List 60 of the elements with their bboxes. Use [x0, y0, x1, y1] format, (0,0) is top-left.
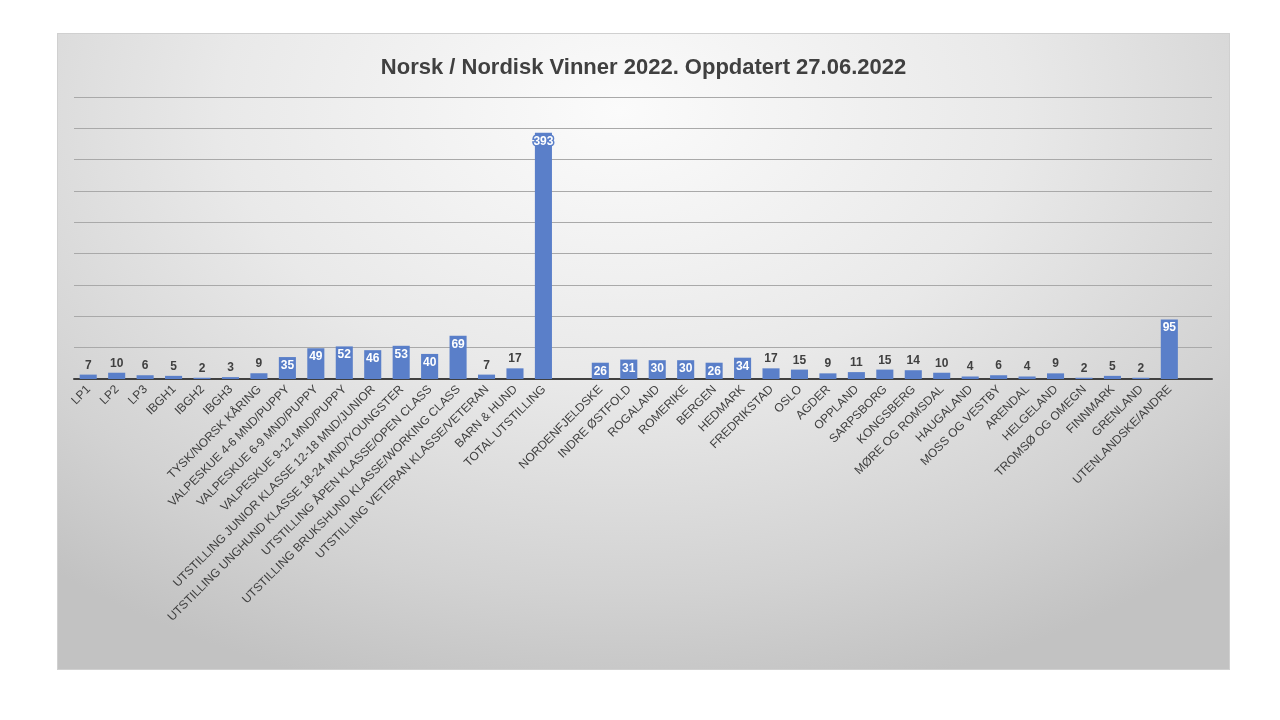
bar [790, 369, 809, 379]
data-label: 30 [679, 361, 693, 376]
bar [108, 372, 126, 379]
bar [136, 375, 154, 379]
bar [165, 375, 183, 379]
data-label: 3 [227, 360, 235, 375]
data-label: 6 [141, 358, 149, 373]
bar [1018, 376, 1036, 379]
data-label: 15 [792, 352, 807, 367]
data-label: 10 [110, 355, 124, 370]
bar [1046, 373, 1065, 379]
data-label: 9 [255, 356, 263, 371]
data-label: 53 [394, 346, 409, 361]
data-label: 49 [309, 349, 323, 364]
data-label: 4 [966, 359, 974, 374]
data-label: 30 [650, 361, 665, 376]
data-label: 17 [508, 351, 522, 366]
bar [534, 132, 552, 379]
data-label: 26 [593, 363, 608, 378]
data-label: 15 [878, 352, 892, 367]
data-label: 31 [622, 360, 636, 375]
x-tick-label: LP1 [68, 381, 94, 408]
bar [961, 376, 979, 379]
data-label: 17 [764, 351, 779, 366]
data-label: 9 [1052, 356, 1060, 371]
bar [876, 369, 894, 379]
data-label: 2 [1137, 360, 1145, 375]
data-label: 34 [735, 358, 750, 373]
data-label: 2 [198, 360, 206, 375]
bar [904, 370, 922, 379]
data-label: 6 [995, 358, 1003, 373]
bar [990, 375, 1008, 379]
data-label: 5 [1109, 358, 1117, 373]
data-label: 4 [1023, 359, 1031, 374]
data-label: 40 [422, 354, 437, 369]
bar [762, 368, 780, 379]
data-label: 95 [1162, 320, 1177, 335]
x-tick-label: LP2 [96, 381, 122, 408]
data-label: 7 [483, 357, 491, 372]
bar [79, 374, 97, 379]
bar [1103, 375, 1121, 379]
data-label: 11 [850, 355, 864, 370]
bar [250, 373, 268, 379]
data-label: 5 [170, 358, 178, 373]
data-label: 10 [935, 355, 949, 370]
data-label: 46 [366, 351, 380, 366]
data-label: 2 [1080, 360, 1088, 375]
data-label: 7 [84, 357, 92, 372]
bar [847, 372, 865, 379]
bar [477, 374, 496, 379]
data-label: 69 [451, 336, 466, 351]
bar [933, 372, 951, 379]
data-label: 9 [824, 356, 832, 371]
bar [819, 373, 837, 379]
bar [506, 368, 524, 379]
chart-title: Norsk / Nordisk Vinner 2022. Oppdatert 27.06.2022 [380, 53, 907, 79]
data-label: 35 [280, 358, 295, 373]
data-label: 14 [906, 353, 921, 368]
data-label: 26 [707, 363, 722, 378]
data-label: 52 [337, 347, 352, 362]
